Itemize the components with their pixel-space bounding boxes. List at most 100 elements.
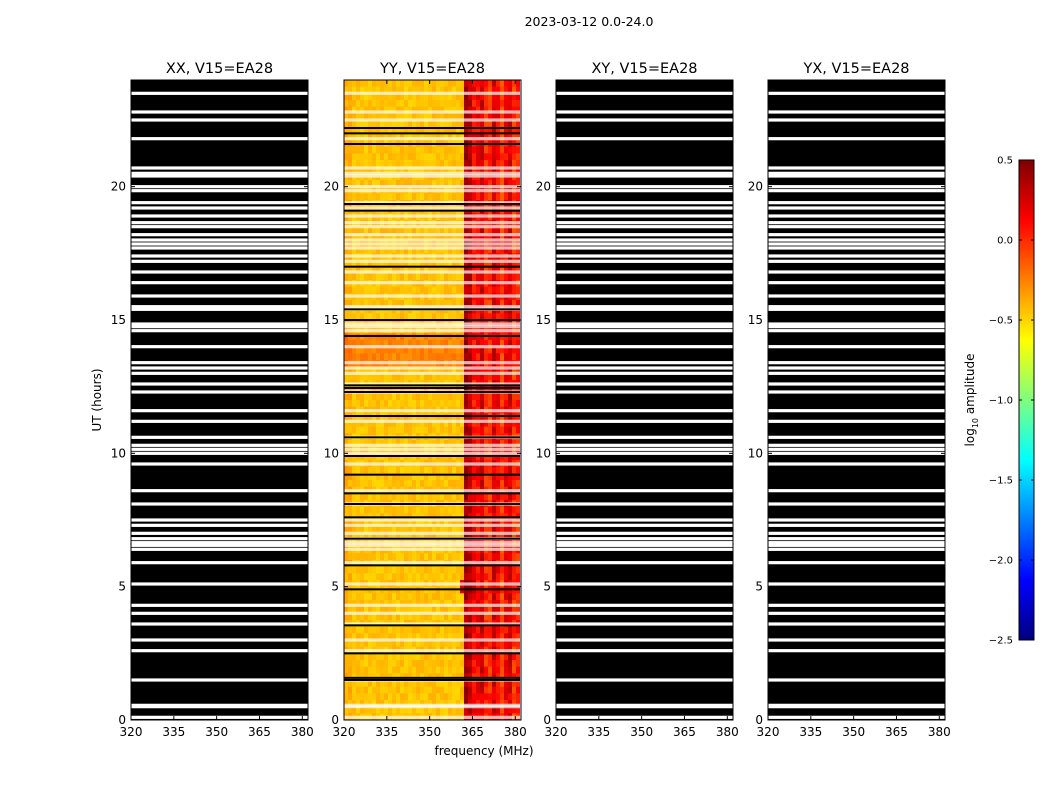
gap-line [768, 537, 945, 541]
gap-line [131, 649, 308, 653]
gap-line [344, 189, 520, 193]
y-axis-label: UT (hours) [90, 368, 104, 431]
gap-line [768, 366, 945, 370]
gap-line [131, 137, 308, 141]
gap-line [131, 166, 308, 170]
gap-line [131, 329, 308, 333]
y-tick-label: 20 [324, 180, 339, 194]
gap-line [344, 345, 520, 349]
gap-line [556, 185, 733, 189]
gap-line [344, 462, 520, 466]
gap-line [131, 419, 308, 423]
gap-line [344, 419, 520, 423]
gap-line [768, 561, 945, 565]
gap-line [768, 242, 945, 246]
gap-line [131, 502, 308, 506]
gap-line [344, 325, 520, 329]
gap-line [344, 361, 520, 365]
gap-line [344, 254, 520, 258]
gap-line [131, 254, 308, 258]
gap-line [131, 294, 308, 298]
gap-line [768, 322, 945, 326]
gap-line [768, 678, 945, 682]
gap-line [556, 435, 733, 439]
gap-line [344, 541, 520, 545]
gap-line [556, 541, 733, 545]
gap-line [556, 242, 733, 246]
gap-line [131, 189, 308, 193]
flag-line [344, 564, 520, 567]
gap-line [344, 329, 520, 333]
gap-line [556, 305, 733, 309]
gap-line [131, 443, 308, 447]
gap-line [768, 281, 945, 285]
gap-line [768, 638, 945, 642]
colorbar-tick-label: −1.0 [989, 396, 1013, 407]
gap-line [344, 246, 520, 250]
gap-line [768, 270, 945, 274]
gap-line [768, 238, 945, 242]
gap-line [131, 259, 308, 263]
x-tick-label: 320 [545, 725, 568, 739]
gap-line [768, 137, 945, 141]
gap-line [768, 345, 945, 349]
flag-line [344, 537, 520, 540]
gap-line [556, 523, 733, 527]
gap-line [131, 537, 308, 541]
y-tick-label: 20 [536, 180, 551, 194]
gap-line [131, 451, 308, 455]
gap-line [768, 325, 945, 329]
y-tick-label: 20 [111, 180, 126, 194]
colorbar-tick-label: 0.0 [997, 236, 1013, 247]
gap-line [556, 502, 733, 506]
flag-line [344, 652, 520, 655]
x-tick-label: 380 [291, 725, 314, 739]
gap-line [556, 447, 733, 451]
y-tick-label: 10 [748, 446, 763, 460]
gap-line [768, 419, 945, 423]
flag-line [344, 203, 520, 205]
gap-line [768, 118, 945, 122]
gap-line [556, 649, 733, 653]
gap-line [344, 715, 520, 719]
gap-line [556, 322, 733, 326]
flag-line [344, 503, 520, 505]
gap-line [556, 451, 733, 455]
panel-yy: YY, V15=EA28 320 335 350 365 380 0 5 10 15 20 [324, 61, 527, 739]
colorbar-tick-label: −2.0 [989, 556, 1013, 567]
gap-line [556, 307, 733, 311]
gap-line [556, 703, 733, 707]
flag-line [344, 265, 520, 268]
gap-line [131, 541, 308, 545]
gap-line [768, 201, 945, 205]
gap-line [768, 221, 945, 225]
panel-title: XX, V15=EA28 [166, 61, 273, 77]
panel-xx: XX, V15=EA28 320 335 350 365 380 0 5 10 15 20 [111, 61, 314, 739]
x-tick-label: 350 [842, 725, 865, 739]
gap-line [768, 649, 945, 653]
gap-line [768, 611, 945, 615]
gap-line [131, 715, 308, 719]
flag-line [344, 319, 520, 321]
flag-line [344, 415, 520, 417]
flag-line [344, 516, 520, 519]
gap-line [131, 325, 308, 329]
panel-xy: XY, V15=EA28 320 335 350 365 380 0 5 10 15 20 [536, 61, 739, 739]
gap-line [556, 201, 733, 205]
gap-line [556, 246, 733, 250]
gap-line [556, 371, 733, 375]
gap-line [556, 259, 733, 263]
flag-line [344, 455, 520, 457]
flag-line [344, 308, 520, 311]
y-tick-label: 10 [536, 446, 551, 460]
gap-line [768, 307, 945, 311]
flag-line [344, 209, 520, 212]
gap-line [344, 242, 520, 246]
gap-line [344, 171, 520, 175]
gap-line [556, 221, 733, 225]
gap-line [131, 233, 308, 237]
gap-line [556, 233, 733, 237]
gap-line [556, 419, 733, 423]
x-tick-label: 335 [375, 725, 398, 739]
gap-line [556, 678, 733, 682]
